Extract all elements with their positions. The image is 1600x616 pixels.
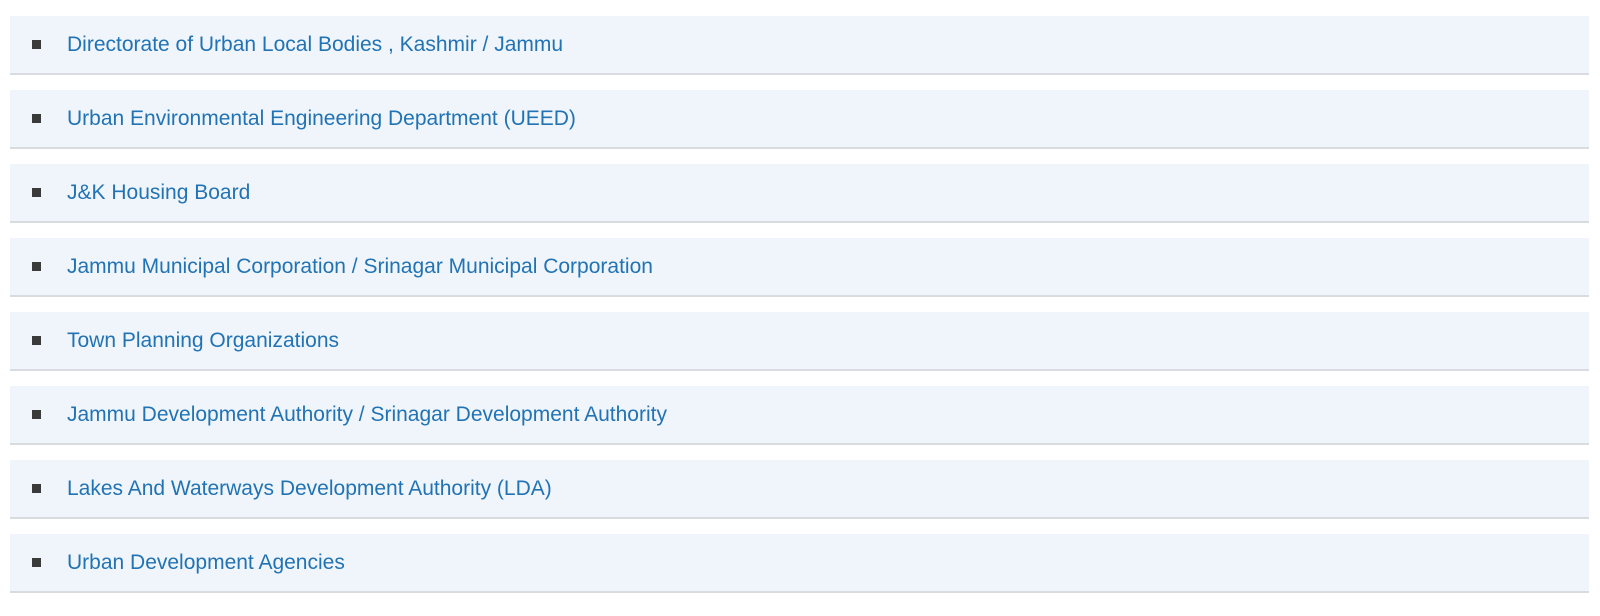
department-link[interactable]: Urban Development Agencies (67, 550, 345, 574)
list-item: Urban Environmental Engineering Departme… (10, 90, 1589, 149)
department-list: Directorate of Urban Local Bodies , Kash… (10, 16, 1589, 593)
list-item: J&K Housing Board (10, 164, 1589, 223)
square-bullet-icon (32, 558, 41, 567)
list-item: Directorate of Urban Local Bodies , Kash… (10, 16, 1589, 75)
list-item: Lakes And Waterways Development Authorit… (10, 460, 1589, 519)
square-bullet-icon (32, 262, 41, 271)
square-bullet-icon (32, 114, 41, 123)
department-link[interactable]: Urban Environmental Engineering Departme… (67, 106, 576, 130)
department-link[interactable]: Lakes And Waterways Development Authorit… (67, 476, 552, 500)
list-item: Jammu Municipal Corporation / Srinagar M… (10, 238, 1589, 297)
square-bullet-icon (32, 410, 41, 419)
department-link[interactable]: Town Planning Organizations (67, 328, 339, 352)
square-bullet-icon (32, 40, 41, 49)
list-item: Town Planning Organizations (10, 312, 1589, 371)
department-link[interactable]: Jammu Municipal Corporation / Srinagar M… (67, 254, 653, 278)
list-item: Jammu Development Authority / Srinagar D… (10, 386, 1589, 445)
list-item: Urban Development Agencies (10, 534, 1589, 593)
department-link[interactable]: Directorate of Urban Local Bodies , Kash… (67, 32, 564, 56)
square-bullet-icon (32, 484, 41, 493)
department-link[interactable]: J&K Housing Board (67, 180, 251, 204)
square-bullet-icon (32, 336, 41, 345)
department-link[interactable]: Jammu Development Authority / Srinagar D… (67, 402, 667, 426)
square-bullet-icon (32, 188, 41, 197)
